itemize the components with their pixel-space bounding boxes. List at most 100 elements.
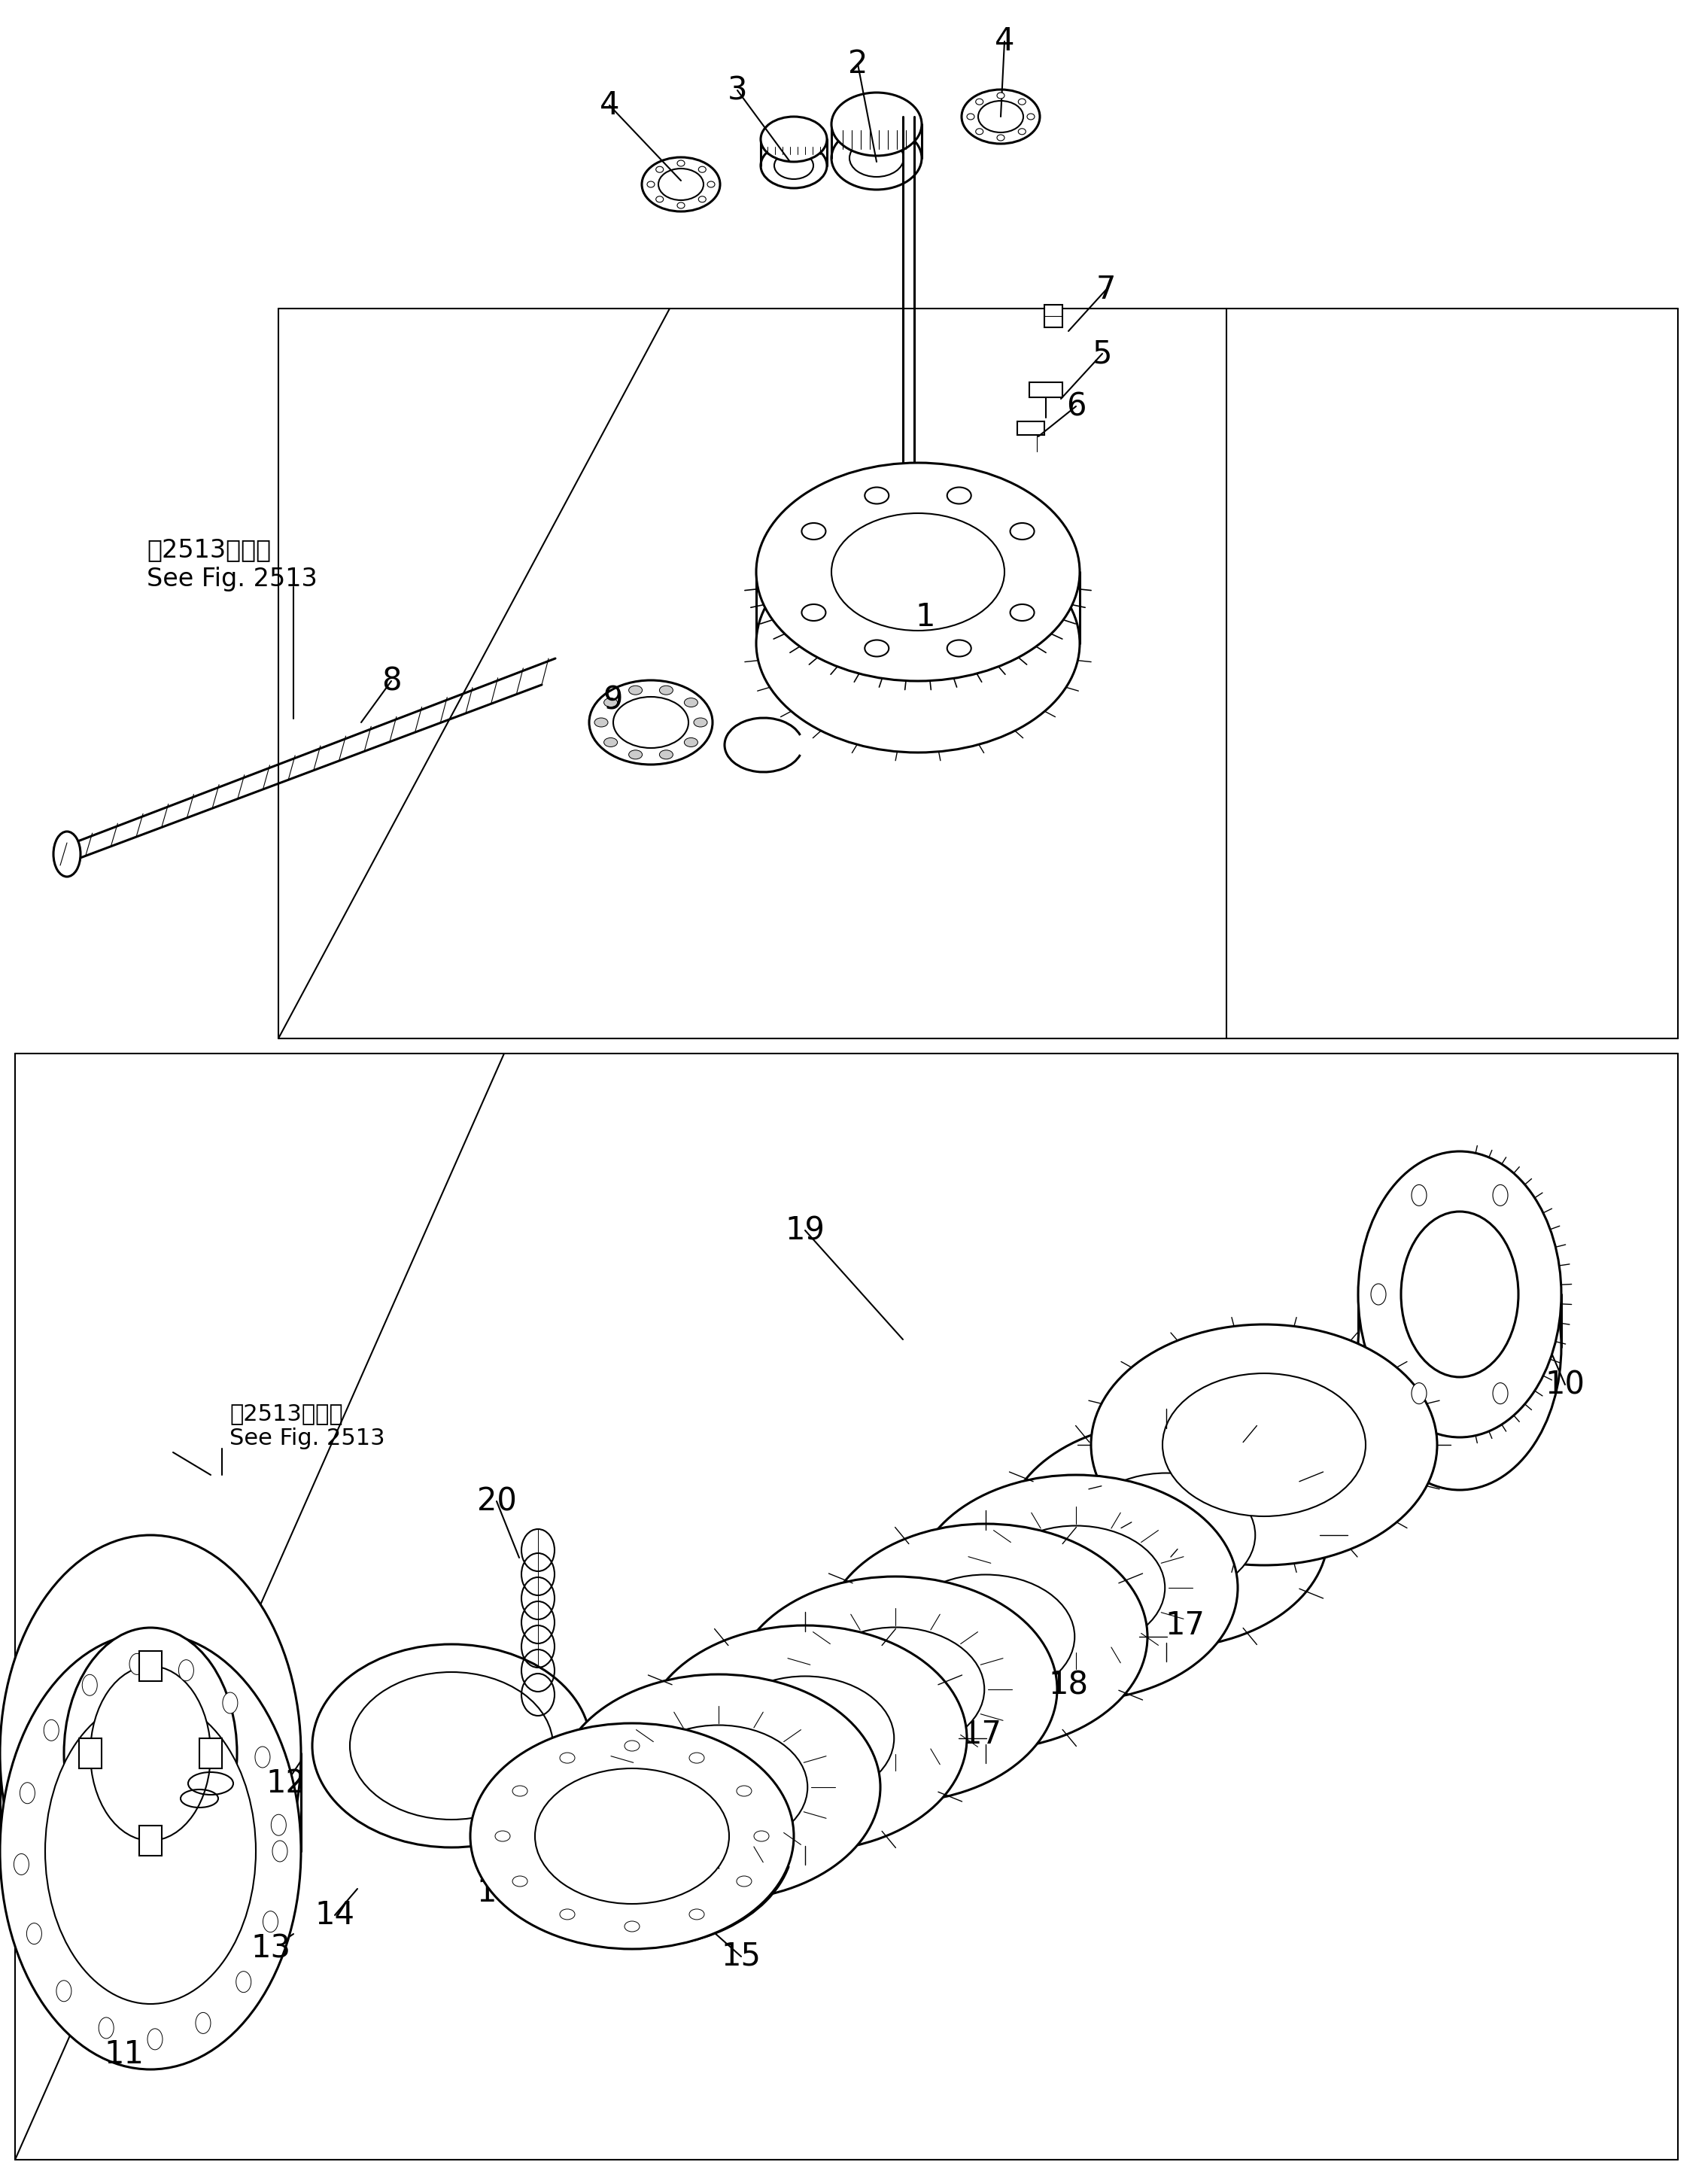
Ellipse shape: [1009, 604, 1035, 622]
Ellipse shape: [222, 1691, 237, 1713]
Ellipse shape: [832, 93, 922, 157]
Ellipse shape: [1358, 1152, 1561, 1437]
Ellipse shape: [658, 170, 704, 200]
Ellipse shape: [1018, 128, 1027, 135]
Ellipse shape: [14, 1854, 29, 1874]
Ellipse shape: [1411, 1383, 1426, 1404]
Ellipse shape: [1372, 1285, 1385, 1304]
Text: 6: 6: [1066, 391, 1086, 422]
Ellipse shape: [676, 202, 685, 209]
Ellipse shape: [693, 717, 707, 726]
Ellipse shape: [512, 1785, 528, 1796]
Ellipse shape: [44, 1720, 58, 1741]
Ellipse shape: [897, 1574, 1074, 1698]
Ellipse shape: [1004, 1422, 1329, 1648]
Ellipse shape: [560, 1752, 576, 1763]
Ellipse shape: [27, 1924, 41, 1944]
Ellipse shape: [644, 1626, 967, 1852]
Ellipse shape: [699, 196, 705, 202]
Ellipse shape: [864, 639, 888, 657]
Text: 図2513図参照
See Fig. 2513: 図2513図参照 See Fig. 2513: [229, 1402, 384, 1450]
Ellipse shape: [962, 89, 1040, 143]
Ellipse shape: [99, 2017, 114, 2039]
Ellipse shape: [263, 1911, 278, 1933]
Ellipse shape: [557, 1674, 880, 1900]
Ellipse shape: [642, 157, 721, 211]
Text: 12: 12: [266, 1767, 306, 1800]
Ellipse shape: [0, 1633, 301, 2070]
Ellipse shape: [914, 1474, 1238, 1700]
Text: 17: 17: [1165, 1609, 1204, 1641]
Text: 図2513図参照
See Fig. 2513: 図2513図参照 See Fig. 2513: [147, 537, 318, 591]
Ellipse shape: [629, 685, 642, 696]
Ellipse shape: [63, 1628, 237, 1878]
Ellipse shape: [716, 1676, 893, 1800]
Ellipse shape: [734, 1576, 1057, 1802]
Text: 5: 5: [1093, 337, 1112, 370]
Ellipse shape: [659, 685, 673, 696]
Ellipse shape: [801, 604, 825, 622]
Ellipse shape: [948, 487, 972, 504]
Ellipse shape: [1411, 1185, 1426, 1207]
Ellipse shape: [997, 93, 1004, 98]
Ellipse shape: [1078, 1474, 1255, 1598]
Ellipse shape: [82, 1674, 97, 1696]
Text: 16: 16: [477, 1876, 516, 1909]
Ellipse shape: [690, 1752, 704, 1763]
Ellipse shape: [987, 1526, 1165, 1650]
Ellipse shape: [659, 750, 673, 759]
Text: 10: 10: [1546, 1370, 1585, 1400]
Ellipse shape: [1493, 1383, 1508, 1404]
Ellipse shape: [53, 830, 80, 876]
Ellipse shape: [707, 180, 716, 187]
Ellipse shape: [1009, 524, 1035, 539]
Ellipse shape: [736, 1785, 752, 1796]
Ellipse shape: [1091, 1324, 1436, 1565]
Polygon shape: [200, 1739, 222, 1767]
Ellipse shape: [801, 524, 825, 539]
Ellipse shape: [1018, 98, 1027, 104]
Ellipse shape: [630, 1726, 808, 1850]
Ellipse shape: [647, 180, 654, 187]
Ellipse shape: [605, 737, 617, 748]
Ellipse shape: [179, 1659, 193, 1681]
Ellipse shape: [1027, 113, 1035, 120]
Ellipse shape: [20, 1783, 34, 1804]
Text: 20: 20: [477, 1485, 516, 1517]
Ellipse shape: [272, 1815, 287, 1835]
Text: 3: 3: [728, 74, 748, 107]
Ellipse shape: [760, 117, 827, 161]
Ellipse shape: [1163, 1374, 1366, 1515]
Ellipse shape: [495, 1831, 511, 1841]
Ellipse shape: [56, 1981, 72, 2002]
Ellipse shape: [254, 1746, 270, 1767]
Ellipse shape: [589, 680, 712, 765]
Ellipse shape: [147, 2028, 162, 2050]
Ellipse shape: [975, 128, 984, 135]
Ellipse shape: [1401, 1211, 1518, 1376]
Text: 11: 11: [104, 2039, 143, 2070]
Text: 13: 13: [251, 1933, 290, 1965]
Ellipse shape: [535, 1767, 729, 1904]
Ellipse shape: [864, 487, 888, 504]
Text: 19: 19: [786, 1215, 825, 1246]
Ellipse shape: [736, 1876, 752, 1887]
Ellipse shape: [350, 1672, 553, 1820]
Text: 2: 2: [847, 48, 868, 80]
Ellipse shape: [757, 463, 1079, 680]
Ellipse shape: [685, 737, 699, 748]
Ellipse shape: [832, 126, 922, 189]
Ellipse shape: [44, 1698, 256, 2004]
Ellipse shape: [849, 139, 904, 176]
Text: 4: 4: [600, 89, 620, 122]
Ellipse shape: [774, 152, 813, 178]
Ellipse shape: [823, 1524, 1148, 1750]
Ellipse shape: [313, 1644, 591, 1848]
Polygon shape: [79, 1739, 101, 1767]
Ellipse shape: [967, 113, 974, 120]
Text: 8: 8: [381, 665, 401, 698]
Polygon shape: [138, 1650, 162, 1681]
Ellipse shape: [948, 639, 972, 657]
Ellipse shape: [832, 513, 1004, 630]
Polygon shape: [1018, 422, 1044, 435]
